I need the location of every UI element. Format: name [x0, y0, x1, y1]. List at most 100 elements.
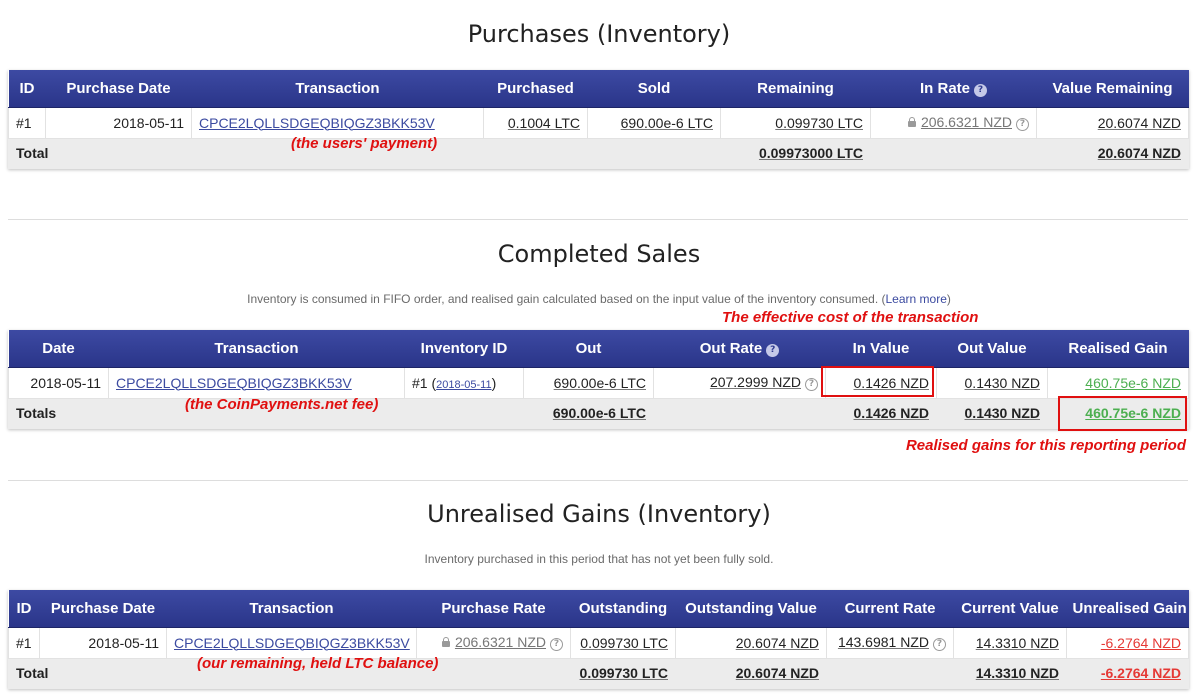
question-circle-icon[interactable]: ?: [805, 378, 818, 391]
cell-current-value: 14.3310 NZD: [953, 626, 1067, 659]
total-out-value: 0.1430 NZD: [936, 397, 1048, 429]
unrealised-title: Unrealised Gains (Inventory): [427, 500, 771, 528]
cell-current-rate: 143.6981 NZD?: [826, 626, 954, 659]
purchased-value[interactable]: 0.1004 LTC: [507, 114, 580, 131]
current-value-value[interactable]: 14.3310 NZD: [975, 634, 1059, 651]
total-unrealised-gain: -6.2764 NZD: [1066, 657, 1189, 689]
total-current-value-value[interactable]: 14.3310 NZD: [975, 665, 1059, 681]
inventory-id-value: #1: [412, 374, 428, 391]
total-remaining-value[interactable]: 0.09973000 LTC: [758, 145, 863, 161]
annotation-effective-cost: The effective cost of the transaction: [722, 309, 979, 326]
question-circle-icon[interactable]: ?: [933, 638, 946, 651]
cell-transaction: CPCE2LQLLSDGEQBIQGZ3BKK53V: [108, 366, 405, 399]
outstanding-value[interactable]: 0.099730 LTC: [580, 634, 668, 651]
transaction-link[interactable]: CPCE2LQLLSDGEQBIQGZ3BKK53V: [174, 634, 410, 651]
outstanding-value-value[interactable]: 20.6074 NZD: [735, 634, 819, 651]
total-outstanding-value-value[interactable]: 20.6074 NZD: [735, 665, 819, 681]
unrealised-gain-value[interactable]: -6.2764 NZD: [1100, 634, 1181, 651]
total-row: Total 0.099730 LTC 20.6074 NZD 14.3310 N…: [8, 657, 1189, 689]
col-header-current-value: Current Value: [953, 590, 1067, 628]
learn-more-link[interactable]: Learn more: [885, 292, 947, 306]
cell-purchase-rate: 206.6321 NZD?: [416, 626, 571, 659]
highlight-box-realised-gain: [1058, 396, 1187, 431]
col-header-purchase-date: Purchase Date: [45, 70, 192, 108]
section-divider: [8, 480, 1188, 481]
purchases-table: ID Purchase Date Transaction Purchased S…: [8, 70, 1189, 169]
cell-inventory-id: #1 (2018-05-11): [404, 366, 524, 399]
sales-subtitle-text: Inventory is consumed in FIFO order, and…: [247, 292, 886, 306]
table-row: #1 2018-05-11 CPCE2LQLLSDGEQBIQGZ3BKK53V…: [8, 106, 1189, 139]
lock-icon: [907, 117, 916, 127]
col-header-realised-gain: Realised Gain: [1047, 330, 1189, 368]
out-value-value[interactable]: 0.1430 NZD: [964, 374, 1040, 391]
total-label: Total: [8, 137, 192, 169]
col-header-transaction: Transaction: [166, 590, 417, 628]
current-rate-value[interactable]: 143.6981 NZD: [837, 634, 929, 650]
inventory-date-link[interactable]: 2018-05-11: [436, 378, 492, 391]
purchase-rate-value[interactable]: 206.6321 NZD: [454, 634, 546, 650]
total-outstanding-value[interactable]: 0.099730 LTC: [579, 665, 668, 681]
sold-value[interactable]: 690.00e-6 LTC: [620, 114, 713, 131]
col-header-transaction: Transaction: [191, 70, 484, 108]
sales-subtitle-end: ): [946, 292, 951, 306]
col-header-date: Date: [8, 330, 109, 368]
cell-date: 2018-05-11: [8, 366, 109, 399]
col-header-out-rate: Out Rate?: [653, 330, 826, 368]
annotation-coinpayments-fee: (the CoinPayments.net fee): [185, 396, 379, 413]
cell-id: #1: [8, 626, 40, 659]
col-header-in-rate: In Rate?: [870, 70, 1037, 108]
annotation-remaining-balance: (our remaining, held LTC balance): [197, 655, 439, 672]
col-header-remaining: Remaining: [720, 70, 871, 108]
table-header-row: ID Purchase Date Transaction Purchased S…: [8, 70, 1189, 108]
in-value-value[interactable]: 0.1426 NZD: [853, 374, 929, 391]
cell-id: #1: [8, 106, 46, 139]
cell-outstanding-value: 20.6074 NZD: [675, 626, 827, 659]
highlight-box-in-value: [821, 366, 934, 397]
cell-purchase-date: 2018-05-11: [39, 626, 167, 659]
question-circle-icon[interactable]: ?: [766, 343, 780, 357]
col-header-inventory-id: Inventory ID: [404, 330, 524, 368]
col-header-id: ID: [8, 590, 40, 628]
annotation-users-payment: (the users' payment): [291, 135, 438, 152]
total-remaining: 0.09973000 LTC: [720, 137, 871, 169]
lock-icon: [441, 637, 450, 647]
out-rate-value[interactable]: 207.2999 NZD: [709, 374, 801, 390]
realised-gain-value[interactable]: 460.75e-6 NZD: [1085, 374, 1181, 391]
in-rate-value[interactable]: 206.6321 NZD: [920, 114, 1012, 130]
remaining-value[interactable]: 0.099730 LTC: [775, 114, 863, 131]
col-header-value-remaining: Value Remaining: [1036, 70, 1189, 108]
col-header-purchased: Purchased: [483, 70, 588, 108]
question-circle-icon[interactable]: ?: [1016, 118, 1029, 131]
cell-out-rate: 207.2999 NZD?: [653, 366, 826, 399]
transaction-link[interactable]: CPCE2LQLLSDGEQBIQGZ3BKK53V: [199, 114, 435, 131]
value-remaining-value[interactable]: 20.6074 NZD: [1097, 114, 1181, 131]
totals-label: Totals: [8, 397, 109, 429]
cell-outstanding: 0.099730 LTC: [570, 626, 676, 659]
cell-out-value: 0.1430 NZD: [936, 366, 1048, 399]
total-outstanding: 0.099730 LTC: [570, 657, 676, 689]
cell-in-value: 0.1426 NZD: [825, 366, 937, 399]
total-in-value-value[interactable]: 0.1426 NZD: [853, 405, 929, 421]
total-outstanding-value: 20.6074 NZD: [675, 657, 827, 689]
cell-out: 690.00e-6 LTC: [523, 366, 654, 399]
question-circle-icon[interactable]: ?: [550, 638, 563, 651]
header-label: Out Rate: [699, 339, 763, 357]
total-realised-gain-value[interactable]: 460.75e-6 NZD: [1085, 405, 1181, 421]
total-out-value[interactable]: 690.00e-6 LTC: [552, 405, 646, 421]
col-header-sold: Sold: [587, 70, 721, 108]
cell-transaction: CPCE2LQLLSDGEQBIQGZ3BKK53V: [191, 106, 484, 139]
total-out: 690.00e-6 LTC: [523, 397, 654, 429]
cell-transaction: CPCE2LQLLSDGEQBIQGZ3BKK53V: [166, 626, 417, 659]
table-row: 2018-05-11 CPCE2LQLLSDGEQBIQGZ3BKK53V #1…: [8, 366, 1189, 399]
col-header-purchase-date: Purchase Date: [39, 590, 167, 628]
out-value[interactable]: 690.00e-6 LTC: [553, 374, 646, 391]
transaction-link[interactable]: CPCE2LQLLSDGEQBIQGZ3BKK53V: [116, 374, 352, 391]
total-unrealised-gain-value[interactable]: -6.2764 NZD: [1100, 665, 1181, 681]
sales-subtitle: Inventory is consumed in FIFO order, and…: [0, 292, 1198, 306]
sales-title: Completed Sales: [497, 240, 701, 268]
question-circle-icon[interactable]: ?: [974, 83, 987, 97]
total-out-value-value[interactable]: 0.1430 NZD: [964, 405, 1040, 421]
total-current-value: 14.3310 NZD: [953, 657, 1067, 689]
cell-sold: 690.00e-6 LTC: [587, 106, 721, 139]
total-value-remaining-value[interactable]: 20.6074 NZD: [1097, 145, 1181, 161]
